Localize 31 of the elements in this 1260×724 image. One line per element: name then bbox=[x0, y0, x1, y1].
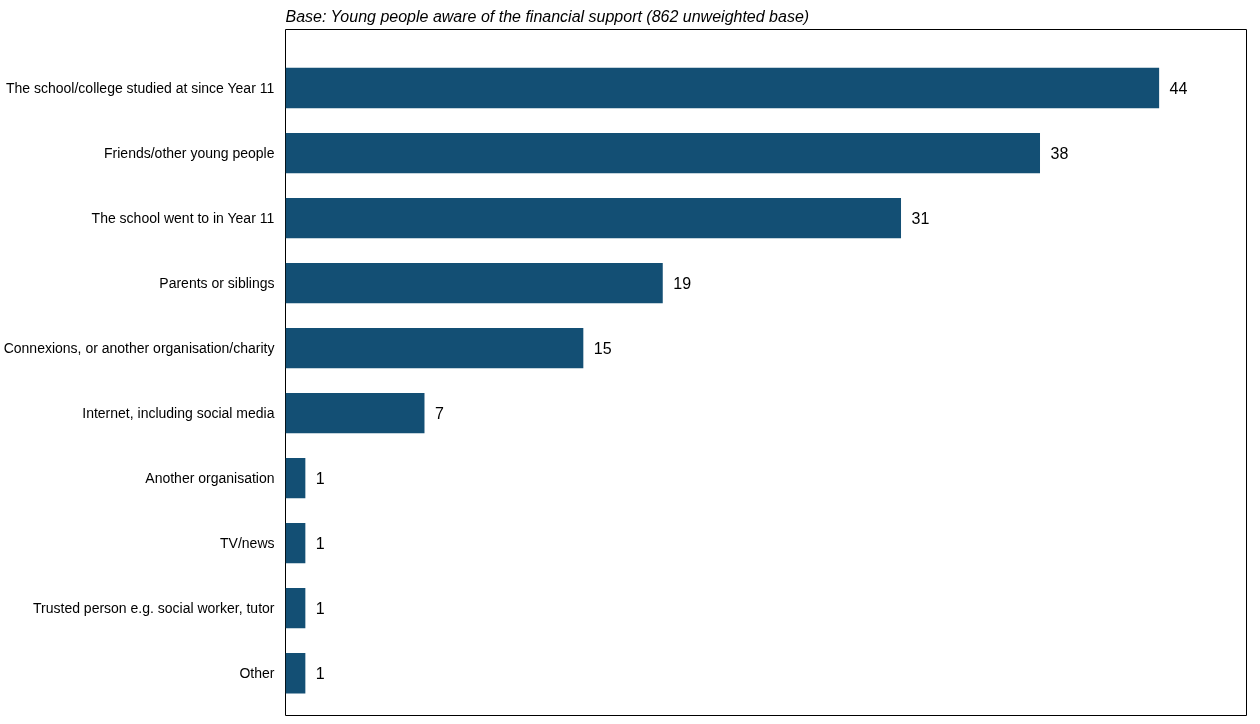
y-tick-label: Internet, including social media bbox=[82, 405, 275, 422]
y-tick-label: The school went to in Year 11 bbox=[91, 210, 275, 227]
y-tick-label: Parents or siblings bbox=[159, 275, 275, 292]
data-label: 19 bbox=[673, 275, 692, 293]
y-tick-label: Another organisation bbox=[145, 470, 275, 487]
bar bbox=[285, 132, 1040, 174]
data-label: 1 bbox=[315, 665, 325, 683]
bar bbox=[285, 197, 902, 239]
data-label: 15 bbox=[593, 340, 612, 358]
y-tick-label: Trusted person e.g. social worker, tutor bbox=[33, 600, 275, 617]
bar bbox=[285, 327, 584, 369]
bar bbox=[285, 523, 306, 564]
data-label: 1 bbox=[315, 600, 325, 618]
y-tick-label: The school/college studied at since Year 11 bbox=[5, 80, 275, 97]
data-label: 44 bbox=[1169, 80, 1188, 98]
bar bbox=[285, 392, 425, 434]
bar bbox=[285, 653, 306, 694]
data-label: 38 bbox=[1050, 145, 1069, 163]
bar bbox=[285, 458, 306, 499]
chart-subtitle: Base: Young people aware of the financial support (862 unweighted base) bbox=[285, 7, 810, 25]
data-label: 1 bbox=[315, 470, 325, 488]
bar bbox=[285, 262, 663, 304]
data-label: 1 bbox=[315, 535, 325, 553]
y-tick-label: TV/news bbox=[220, 535, 275, 552]
y-tick-label: Friends/other young people bbox=[104, 145, 275, 162]
data-label: 7 bbox=[434, 405, 444, 423]
data-label: 31 bbox=[911, 210, 930, 228]
y-tick-label: Other bbox=[239, 665, 275, 682]
bar bbox=[285, 67, 1160, 109]
y-tick-label: Connexions, or another organisation/charity bbox=[3, 340, 275, 357]
bar bbox=[285, 588, 306, 629]
